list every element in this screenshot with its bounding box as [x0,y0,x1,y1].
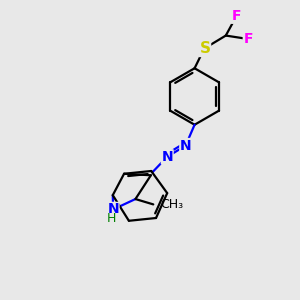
Text: CH₃: CH₃ [160,198,183,211]
Text: N: N [180,139,191,152]
Text: S: S [200,41,211,56]
Text: F: F [231,9,241,23]
Text: H: H [107,212,116,226]
Text: N: N [161,150,173,164]
Text: N: N [107,202,119,216]
Text: F: F [243,32,253,46]
